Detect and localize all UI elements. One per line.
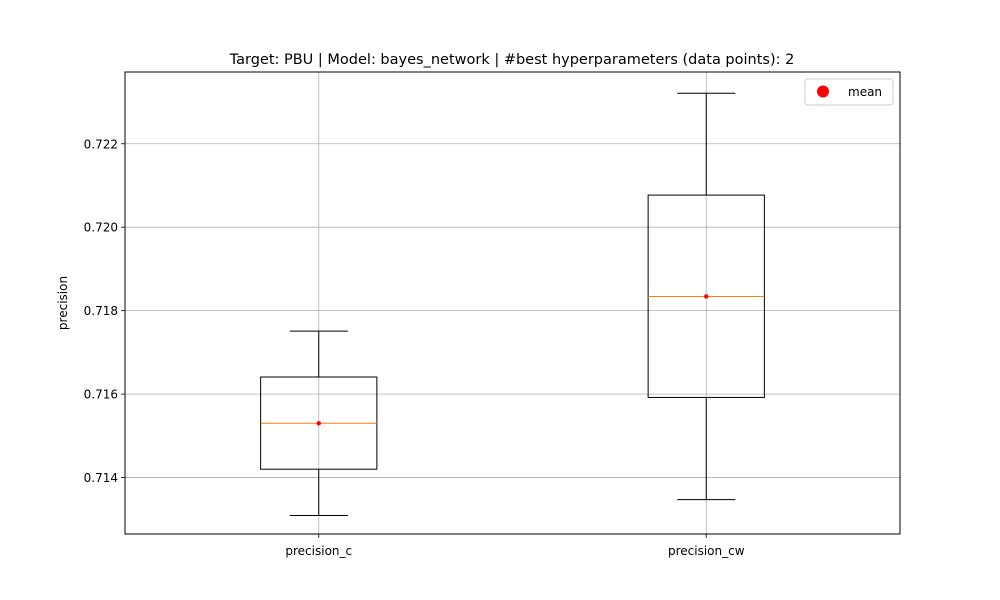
y-tick-label: 0.716 <box>84 388 118 402</box>
y-tick-label: 0.722 <box>84 137 118 151</box>
x-axis-ticks: precision_c precision_cw <box>285 534 745 558</box>
legend-frame <box>804 78 894 106</box>
y-tick-label: 0.718 <box>84 304 118 318</box>
grid-lines <box>125 72 900 534</box>
x-tick-label: precision_cw <box>668 544 745 558</box>
box-precision_c <box>260 330 378 517</box>
box-precision_cw <box>647 92 765 501</box>
legend: mean <box>804 78 894 106</box>
mean-marker <box>704 294 709 299</box>
x-tick-label: precision_c <box>285 544 352 558</box>
chart-title: Target: PBU | Model: bayes_network | #be… <box>229 52 795 68</box>
plot-area-frame <box>124 71 901 535</box>
y-tick-label: 0.720 <box>84 221 118 235</box>
box-series <box>260 92 765 517</box>
y-axis-label: precision <box>56 276 70 330</box>
legend-mean-marker <box>817 85 829 98</box>
y-axis-ticks: 0.714 0.716 0.718 0.720 0.722 <box>84 137 125 485</box>
legend-mean-label: mean <box>848 85 882 99</box>
mean-marker <box>316 421 321 426</box>
y-tick-label: 0.714 <box>84 471 118 485</box>
